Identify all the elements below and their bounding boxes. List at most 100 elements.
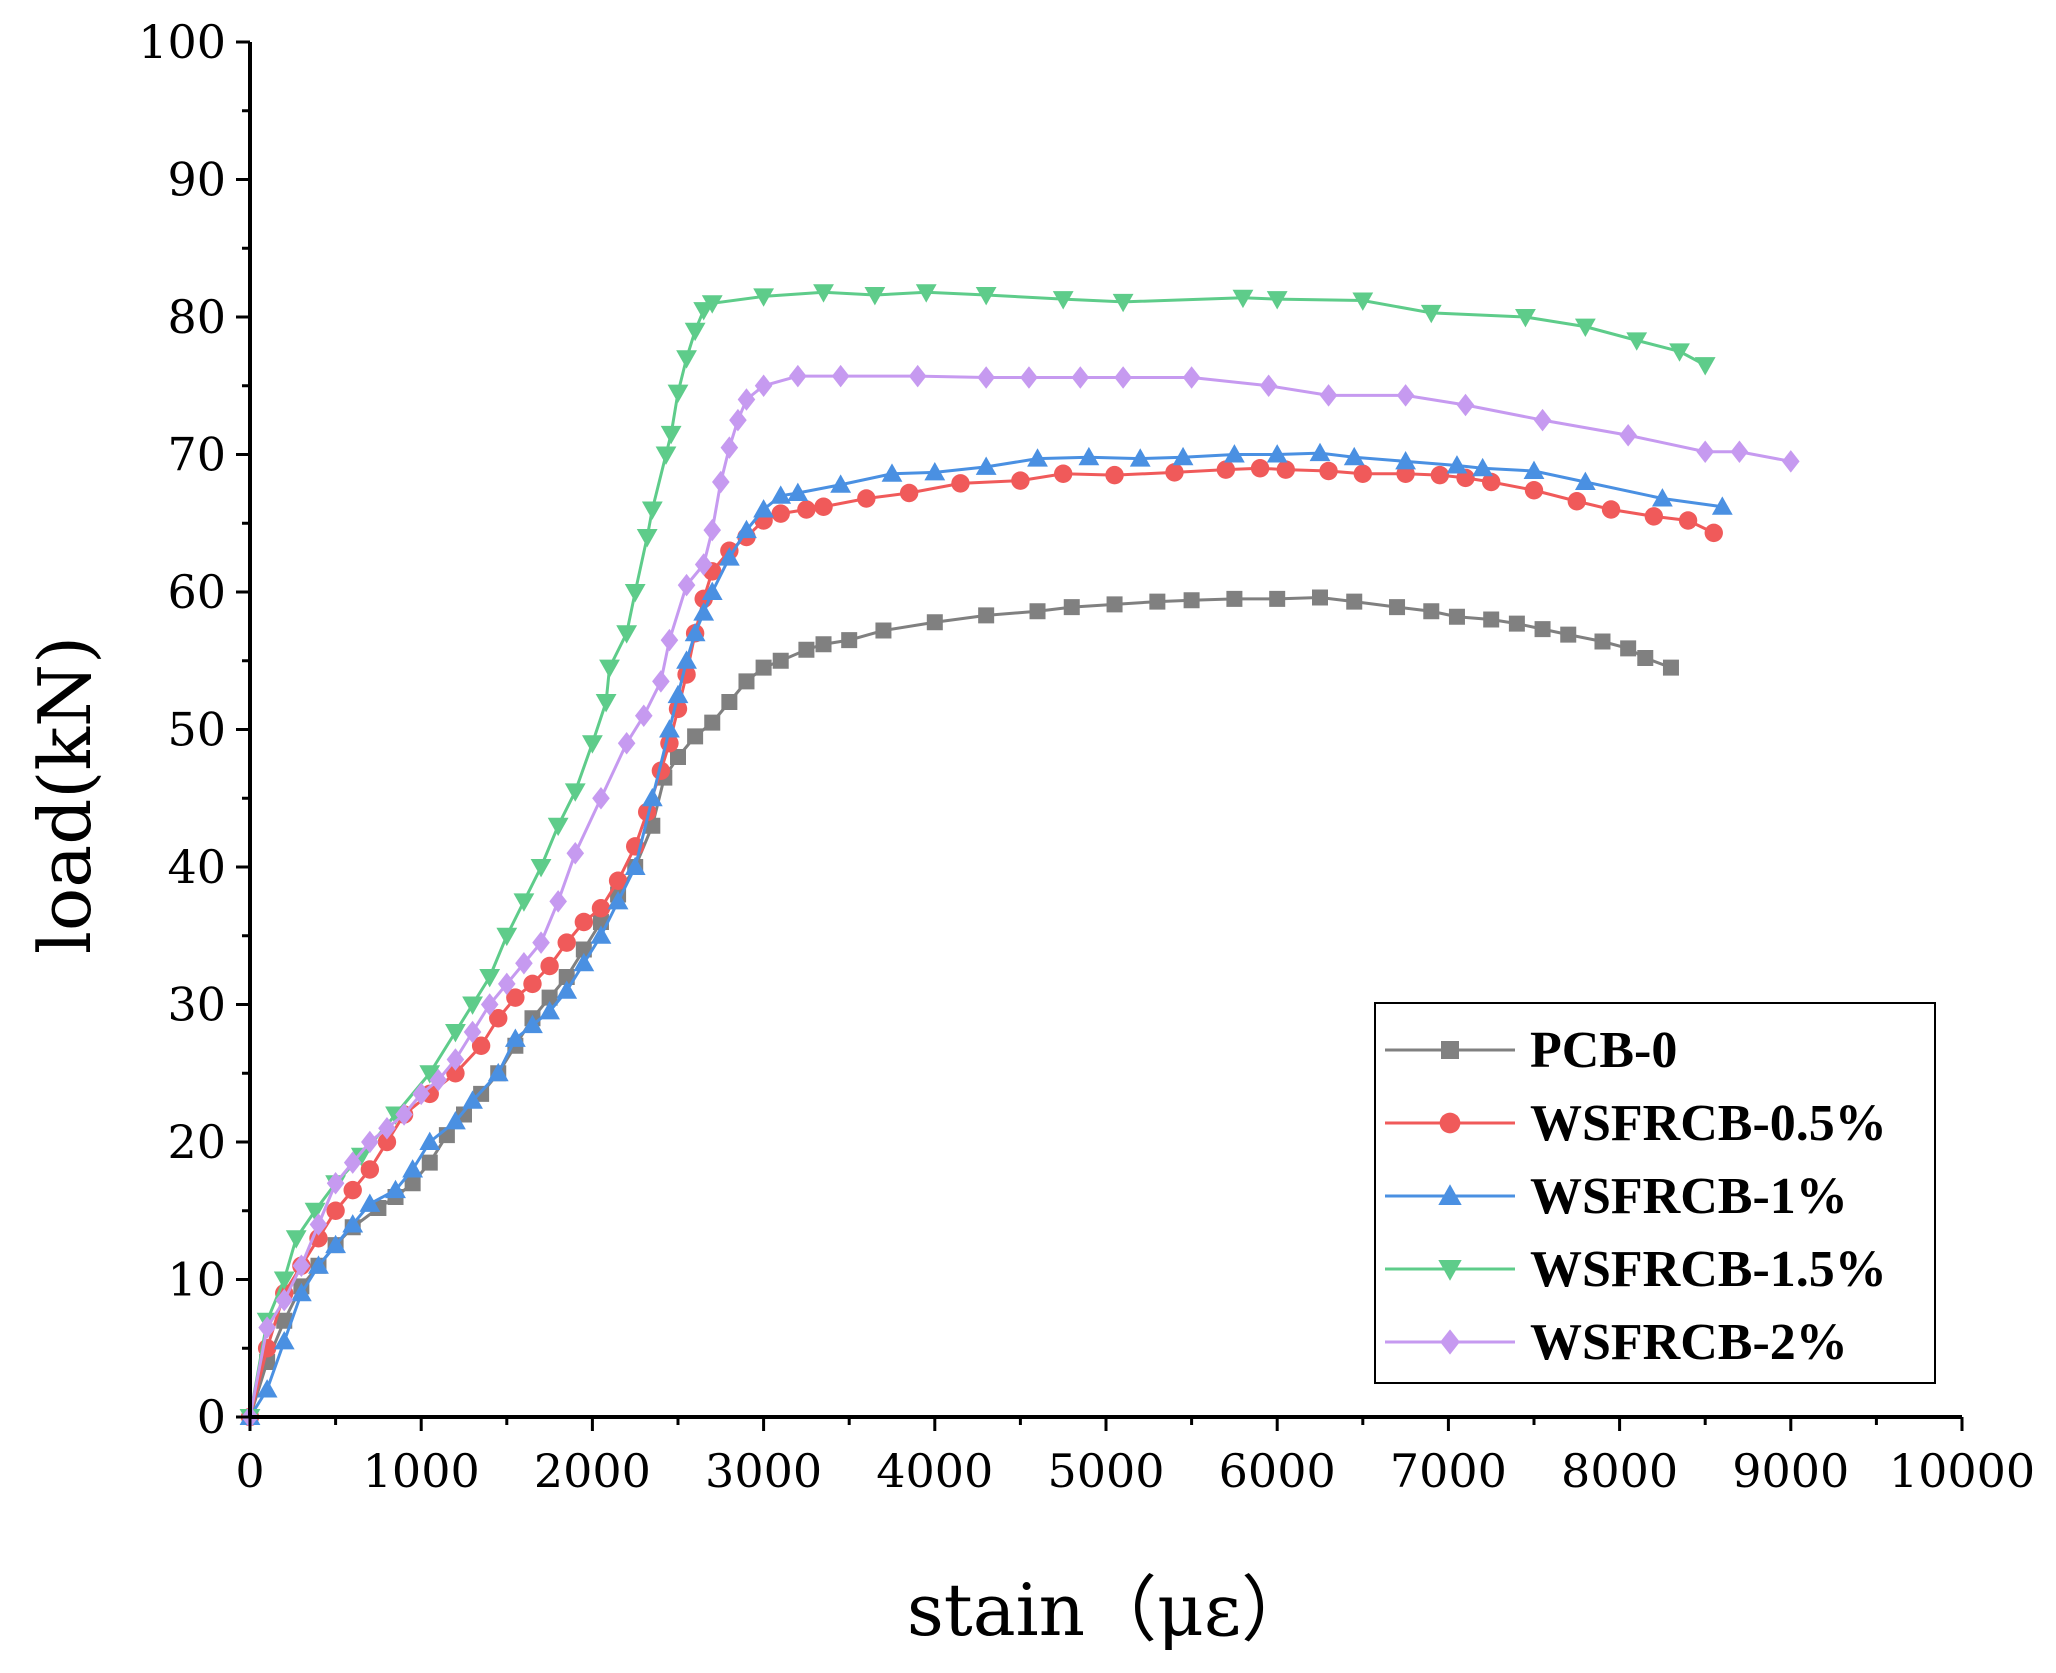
data-point xyxy=(659,719,680,738)
data-point xyxy=(504,1028,526,1047)
legend-item: PCB-0 xyxy=(1385,1022,1677,1079)
data-point xyxy=(1020,366,1038,389)
data-point xyxy=(1029,603,1046,620)
data-point xyxy=(636,529,658,548)
data-point xyxy=(637,802,657,822)
data-point xyxy=(506,988,525,1007)
data-point xyxy=(1515,309,1536,328)
data-point xyxy=(1534,621,1551,638)
data-point xyxy=(667,684,689,704)
data-point xyxy=(1472,457,1494,477)
data-point xyxy=(1312,589,1328,606)
data-point xyxy=(463,1020,482,1044)
data-point xyxy=(412,1082,430,1106)
data-point xyxy=(456,1106,472,1123)
data-point xyxy=(479,969,501,988)
data-point xyxy=(1694,357,1716,376)
x-tick-label: 0 xyxy=(235,1444,264,1498)
data-point xyxy=(798,641,815,658)
data-point xyxy=(684,322,706,342)
legend-items: PCB-0 WSFRCB-0.5% WSFRCB-1% WSFRCB-1.5% WSFR… xyxy=(1385,1022,1887,1371)
data-point xyxy=(1106,596,1123,613)
data-point xyxy=(1533,408,1552,432)
data-point xyxy=(701,581,723,600)
data-point xyxy=(651,761,671,780)
data-point xyxy=(718,547,740,566)
data-point xyxy=(1395,450,1416,470)
data-point xyxy=(523,974,542,994)
x-tick-label: 6000 xyxy=(1219,1444,1336,1498)
data-point xyxy=(1620,640,1637,657)
data-point xyxy=(378,1117,396,1140)
legend-item: WSFRCB-0.5% xyxy=(1385,1095,1887,1152)
data-point xyxy=(1259,374,1278,397)
data-point xyxy=(772,652,789,669)
data-point xyxy=(1054,464,1073,483)
data-point xyxy=(445,1110,466,1130)
legend-marker xyxy=(1438,1184,1462,1205)
data-point xyxy=(1560,626,1577,643)
data-point xyxy=(590,925,612,944)
data-point xyxy=(489,1009,508,1028)
data-point xyxy=(1266,291,1288,310)
data-point xyxy=(595,694,617,713)
legend-label: PCB-0 xyxy=(1530,1022,1677,1079)
data-point xyxy=(549,890,567,913)
data-point xyxy=(359,1193,381,1212)
data-point xyxy=(547,817,569,837)
data-point xyxy=(276,1312,293,1329)
data-point xyxy=(1446,455,1468,474)
data-point xyxy=(1105,465,1124,485)
data-point xyxy=(515,952,533,975)
data-point xyxy=(446,1048,465,1071)
data-point xyxy=(1669,343,1690,362)
data-point xyxy=(676,350,697,369)
legend-marker xyxy=(1439,1112,1461,1134)
data-point xyxy=(1448,608,1465,625)
data-point xyxy=(1626,332,1648,351)
data-point xyxy=(1309,442,1331,462)
series-line xyxy=(248,595,1672,1418)
data-point xyxy=(290,1282,312,1302)
data-point xyxy=(1027,448,1048,467)
data-point xyxy=(703,518,722,542)
data-point xyxy=(1644,507,1664,526)
data-point xyxy=(582,735,603,754)
data-point xyxy=(754,374,773,397)
data-point xyxy=(926,614,943,631)
data-point xyxy=(592,787,610,810)
series-WSFRCB-1% xyxy=(239,442,1733,1425)
data-point xyxy=(462,1090,483,1109)
data-point xyxy=(573,952,595,972)
data-point xyxy=(566,842,585,865)
data-point xyxy=(729,408,747,432)
data-point xyxy=(558,969,575,985)
data-point xyxy=(258,1316,276,1339)
data-point xyxy=(975,456,997,475)
data-point xyxy=(1224,444,1245,463)
data-point xyxy=(1276,460,1295,479)
data-point xyxy=(304,1202,326,1222)
data-point xyxy=(419,1131,441,1150)
data-point xyxy=(616,625,638,644)
x-tick-label: 10000 xyxy=(1889,1444,2035,1498)
data-point xyxy=(1430,465,1450,485)
data-point xyxy=(789,364,807,388)
data-point xyxy=(275,1288,294,1312)
legend-marker xyxy=(1438,1260,1462,1281)
data-point xyxy=(720,436,739,459)
data-point xyxy=(1343,446,1365,466)
data-point xyxy=(574,912,594,932)
legend-label: WSFRCB-1.5% xyxy=(1530,1241,1887,1298)
data-point xyxy=(532,931,550,954)
data-point xyxy=(326,1172,345,1195)
data-point xyxy=(1216,460,1236,479)
series-layer xyxy=(239,284,1800,1429)
x-tick-label: 3000 xyxy=(705,1444,822,1498)
data-point xyxy=(755,659,772,676)
legend-item: WSFRCB-1% xyxy=(1385,1168,1848,1225)
data-point xyxy=(667,384,689,404)
data-point xyxy=(771,504,790,523)
data-point xyxy=(1129,448,1151,467)
